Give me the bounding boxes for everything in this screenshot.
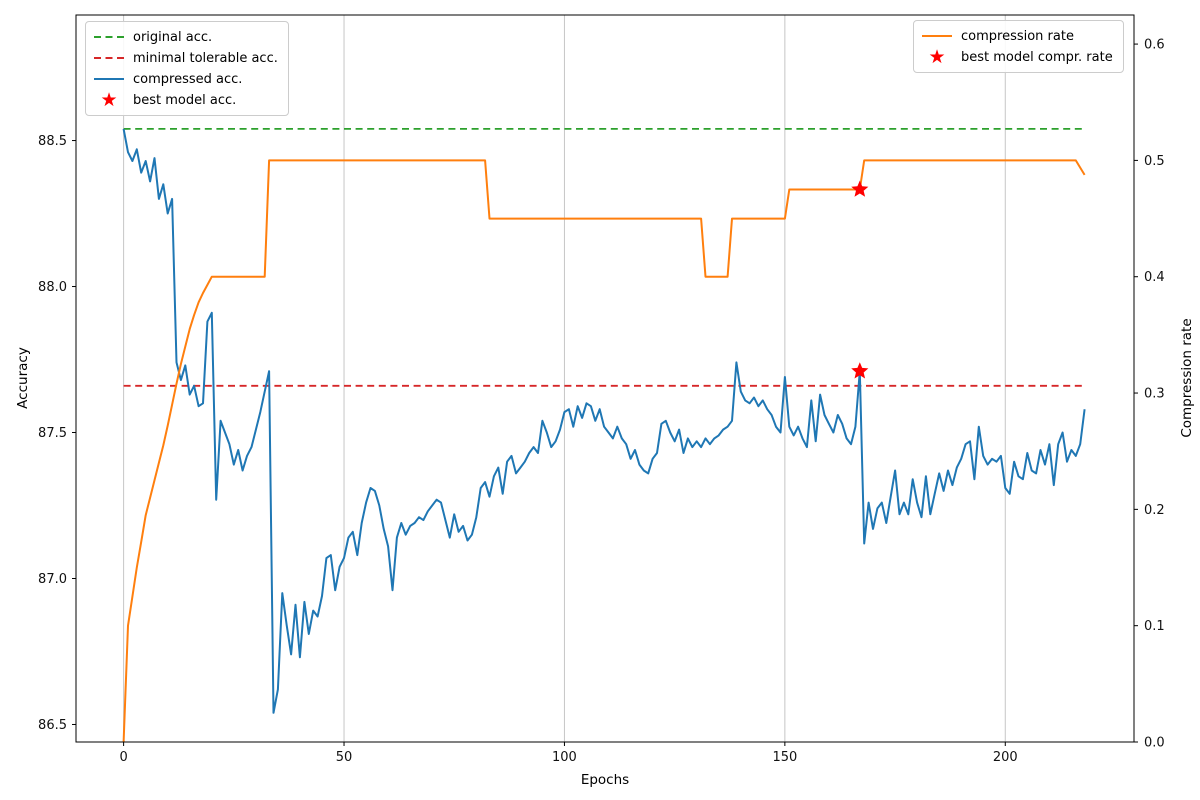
y-right-tick-label: 0.0 (1144, 736, 1165, 751)
y-left-tick-label: 86.5 (38, 718, 67, 733)
legend-item-minimal-tolerable-acc: minimal tolerable acc. (94, 48, 278, 68)
y-left-tick-label: 87.0 (38, 572, 67, 587)
legend-label: best model acc. (133, 92, 237, 108)
gridlines (123, 15, 1006, 742)
legend-item-original-acc: original acc. (94, 27, 278, 47)
axes: 0 50 100 150 200 86.5 87.0 87.5 88.0 88.5 0.0 0.1 0.… (38, 14, 1165, 765)
y-right-tick-label: 0.3 (1144, 387, 1165, 402)
star-icon: ★ (100, 88, 118, 111)
legend-item-compressed-acc: compressed acc. (94, 69, 278, 89)
series-compressed-acc (122, 128, 1086, 714)
line-swatch-icon (922, 26, 952, 46)
markers (851, 180, 869, 379)
y-right-tick-label: 0.4 (1144, 270, 1165, 285)
y-axis-label-left: Accuracy (15, 347, 31, 409)
y-left-tick-label: 87.5 (38, 426, 67, 441)
y-right-tick-label: 0.2 (1144, 503, 1165, 518)
marker-best-model-compr-rate (851, 180, 869, 197)
line-swatch-icon (94, 69, 124, 89)
x-tick-label: 150 (772, 750, 797, 765)
y-axis-label-right: Compression rate (1179, 318, 1195, 438)
x-axis-label: Epochs (580, 772, 630, 788)
x-tick-label: 100 (552, 750, 577, 765)
legend-item-best-model-acc: ★ best model acc. (94, 90, 278, 110)
series-compression-rate (122, 159, 1086, 743)
series (122, 127, 1086, 743)
x-tick-label: 0 (119, 750, 127, 765)
star-icon: ★ (928, 45, 946, 68)
y-right-tick-label: 0.5 (1144, 154, 1165, 169)
y-right-tick-label: 0.6 (1144, 38, 1165, 53)
legend-item-compression-rate: compression rate (922, 26, 1113, 46)
legend-accuracy: original acc. minimal tolerable acc. compr… (85, 21, 289, 116)
legend-label: best model compr. rate (961, 49, 1113, 65)
y-left-tick-label: 88.0 (38, 280, 67, 295)
legend-label: compressed acc. (133, 71, 243, 87)
x-tick-label: 200 (993, 750, 1018, 765)
legend-compression: compression rate ★ best model compr. rate (913, 20, 1124, 73)
y-right-tick-label: 0.1 (1144, 619, 1165, 634)
marker-best-model-acc (851, 362, 869, 379)
dashed-line-swatch-icon (94, 48, 124, 68)
legend-label: original acc. (133, 29, 213, 45)
dashed-line-swatch-icon (94, 27, 124, 47)
legend-label: compression rate (961, 28, 1074, 44)
legend-item-best-model-compr-rate: ★ best model compr. rate (922, 45, 1113, 68)
y-left-tick-label: 88.5 (38, 134, 67, 149)
x-tick-label: 50 (336, 750, 353, 765)
legend-label: minimal tolerable acc. (133, 50, 278, 66)
